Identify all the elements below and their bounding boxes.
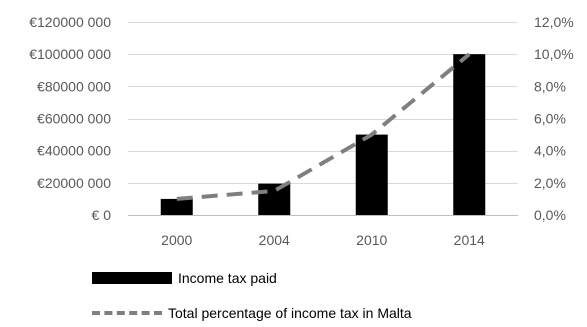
legend-bar-label: Income tax paid: [178, 270, 277, 286]
bar: [453, 54, 486, 215]
right-tick-label: 10,0%: [534, 46, 574, 62]
left-tick-label: €40000 000: [37, 143, 111, 159]
right-tick-label: 0,0%: [534, 207, 566, 223]
bar-series: [160, 54, 486, 215]
right-tick-label: 2,0%: [534, 175, 566, 191]
legend-line-label: Total percentage of income tax in Malta: [168, 305, 412, 321]
legend-bar-swatch: [92, 272, 172, 284]
gridlines: [128, 22, 518, 216]
right-tick-label: 12,0%: [534, 14, 574, 30]
series-line: [176, 52, 471, 201]
x-tick-label: 2004: [259, 232, 290, 248]
left-tick-label: €80000 000: [37, 78, 111, 94]
right-tick-label: 6,0%: [534, 111, 566, 127]
right-axis-tick-labels: 0,0% 2,0% 4,0% 6,0% 8,0% 10,0% 12,0%: [534, 14, 574, 223]
bar: [355, 134, 388, 215]
bar: [160, 198, 193, 215]
x-axis-tick-labels: 2000 2004 2010 2014: [161, 232, 485, 248]
left-axis-tick-labels: € 0 €20000 000 €40000 000 €60000 000 €80000 …: [29, 14, 111, 223]
right-tick-label: 4,0%: [534, 143, 566, 159]
left-tick-label: €120000 000: [29, 14, 111, 30]
x-tick-label: 2010: [356, 232, 387, 248]
legend-line-swatch: [92, 311, 162, 315]
x-tick-label: 2014: [454, 232, 485, 248]
x-tick-label: 2000: [161, 232, 192, 248]
left-tick-label: €20000 000: [37, 175, 111, 191]
line-series: [176, 52, 471, 201]
left-tick-label: €100000 000: [29, 46, 111, 62]
legend-item-line: Total percentage of income tax in Malta: [92, 305, 412, 321]
left-tick-label: € 0: [92, 207, 112, 223]
legend-item-bar: Income tax paid: [92, 270, 277, 286]
bar: [258, 183, 291, 215]
left-tick-label: €60000 000: [37, 111, 111, 127]
right-tick-label: 8,0%: [534, 78, 566, 94]
